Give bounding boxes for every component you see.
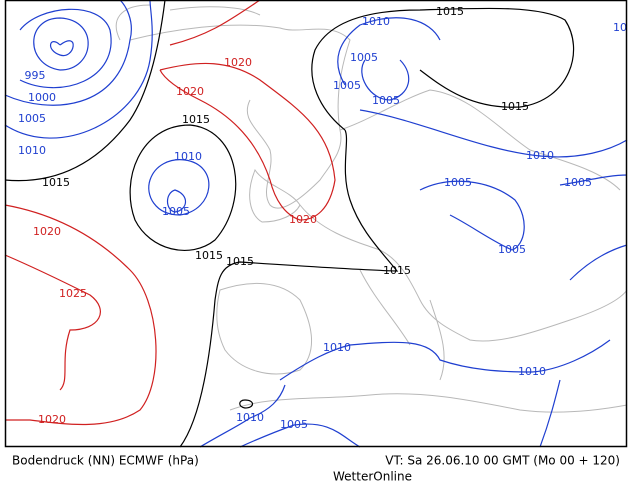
isobar-label: 1015 [501, 100, 529, 113]
isobar-label: 1005 [372, 94, 400, 107]
isobar-label: 1015 [42, 176, 70, 189]
isobar-label: 1025 [59, 287, 87, 300]
isobar-label: 1010 [362, 15, 390, 28]
isobar-label: 1010 [18, 144, 46, 157]
credit: WetterOnline [333, 470, 412, 484]
isobar-label: 1000 [28, 91, 56, 104]
isobar-label: 1015 [182, 113, 210, 126]
isobar-label: 1010 [323, 341, 351, 354]
isobar-label: 1005 [498, 243, 526, 256]
product-name: Bodendruck (NN) ECMWF (hPa) [12, 454, 199, 468]
map-frame [4, 0, 628, 448]
isobar-label: 10 [613, 21, 627, 34]
coastlines [115, 4, 628, 413]
isobar-label: 1020 [176, 85, 204, 98]
valid-time: VT: Sa 26.06.10 00 GMT (Mo 00 + 120) [385, 454, 620, 468]
isobar-label: 1005 [162, 205, 190, 218]
isobar-label: 1010 [518, 365, 546, 378]
isobar-label: 995 [25, 69, 46, 82]
isobar-label: 1020 [224, 56, 252, 69]
isobar-labels: 1015 1010 1005 1005 1005 1015 1010 1005 … [18, 5, 627, 431]
isobar-label: 1015 [226, 255, 254, 268]
isobar-label: 1005 [280, 418, 308, 431]
isobar-label: 1005 [333, 79, 361, 92]
isobar-label: 1015 [436, 5, 464, 18]
isobar-label: 1005 [444, 176, 472, 189]
isobar-label: 1015 [383, 264, 411, 277]
isobar-label: 1005 [564, 176, 592, 189]
isobar-label: 1020 [289, 213, 317, 226]
isobars [4, 0, 628, 448]
isobar-label: 1020 [33, 225, 61, 238]
isobar-label: 1015 [195, 249, 223, 262]
isobar-label: 1010 [526, 149, 554, 162]
isobar-label: 1020 [38, 413, 66, 426]
isobar-label: 1010 [174, 150, 202, 163]
isobar-label: 1005 [350, 51, 378, 64]
isobar-label: 1005 [18, 112, 46, 125]
isobar-label: 1010 [236, 411, 264, 424]
